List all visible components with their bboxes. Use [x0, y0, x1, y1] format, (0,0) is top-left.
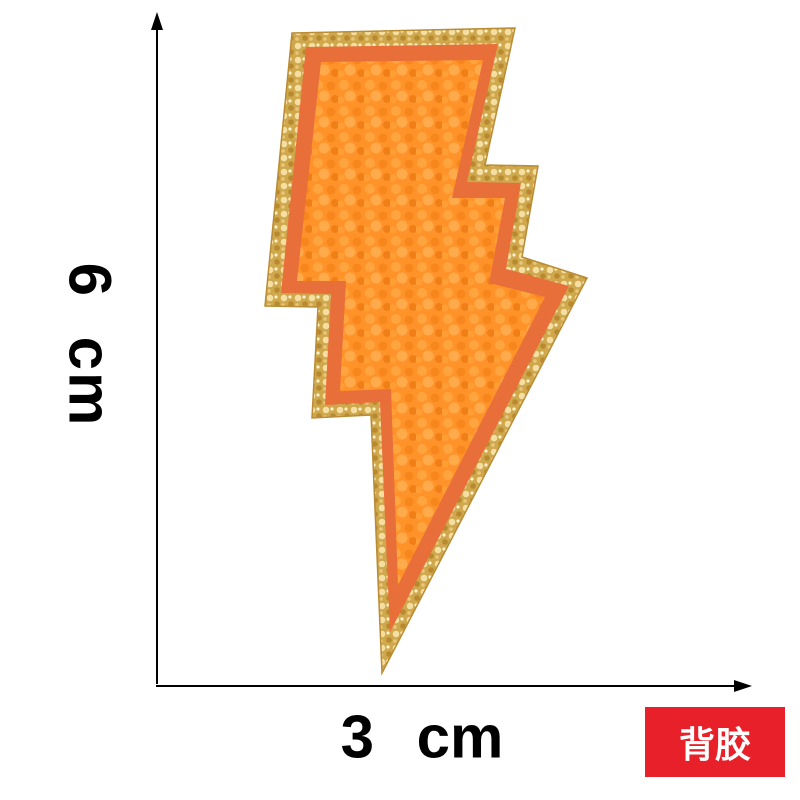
adhesive-backing-badge: 背胶 — [645, 707, 785, 777]
width-dimension-label: 3 cm — [340, 703, 504, 771]
lightning-bolt-patch — [264, 27, 589, 676]
chenille-fill — [297, 60, 545, 585]
width-axis-arrow — [734, 680, 752, 692]
height-axis-arrow — [151, 12, 163, 30]
height-dimension-label: 6 cm — [56, 262, 124, 428]
